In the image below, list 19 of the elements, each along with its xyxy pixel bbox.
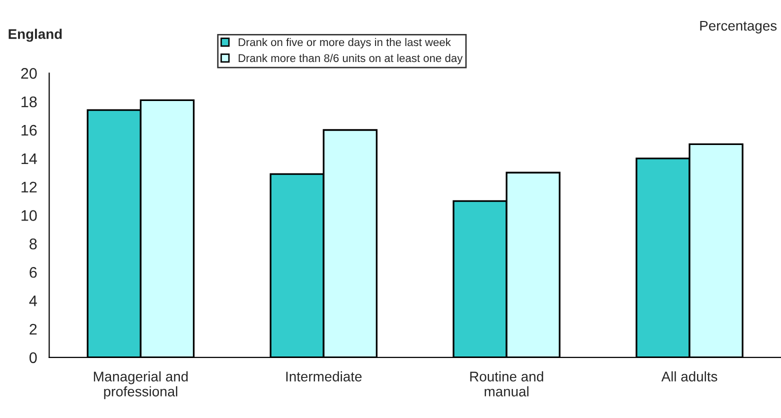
y-tick-label: 8 [30,238,37,250]
y-tick-label: 6 [30,266,37,278]
y-tick-label: 0 [30,352,37,364]
x-tick-label: Intermediate [286,371,362,382]
y-tick-label: 2 [30,324,37,334]
x-tick-label: Routine and manual [470,371,544,396]
y-tick-label: 10 [22,210,37,221]
legend-label: Drank more than 8/6 units on at least one day [238,54,463,64]
y-tick-label: 4 [29,296,37,306]
x-tick-label: Managerial and professional [94,371,188,400]
y-tick-label: 12 [22,182,37,192]
x-tick-label: All adults [661,371,718,382]
chart-title: England [8,28,62,42]
y-tick-label: 18 [22,96,37,108]
chart-subtitle: Percentages [700,21,777,34]
y-tick-label: 14 [22,153,37,164]
y-tick-label: 16 [22,124,37,136]
legend-label: Drank on five or more days in the last week [238,38,451,48]
y-tick-label: 20 [21,68,37,79]
